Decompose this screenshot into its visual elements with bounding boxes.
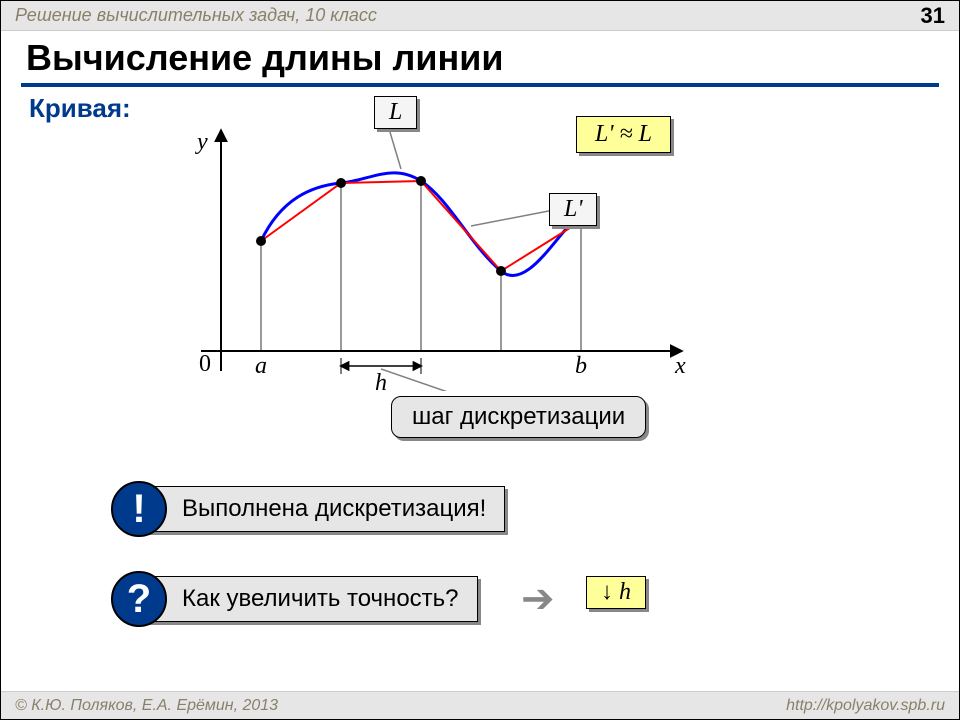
callout-step: шаг дискретизации (391, 396, 646, 438)
topbar: Решение вычислительных задач, 10 класс 3… (1, 1, 959, 31)
arrow-icon: ➔ (521, 576, 555, 622)
footer-right: http://kpolyakov.spb.ru (786, 697, 945, 715)
page-title: Вычисление длины линии (26, 37, 503, 79)
title-underline (21, 83, 939, 87)
svg-text:a: a (255, 353, 267, 379)
footer: © К.Ю. Поляков, Е.А. Ерёмин, 2013 http:/… (1, 691, 959, 719)
callout-step-text: шаг дискретизации (412, 403, 625, 430)
note-question: ? Как увеличить точность? (111, 571, 478, 627)
exclaim-badge: ! (111, 481, 167, 537)
svg-text:0: 0 (199, 351, 211, 377)
header-text: Решение вычислительных задач, 10 класс (15, 5, 377, 26)
subtitle: Кривая: (29, 93, 131, 124)
svg-text:h: h (375, 370, 387, 391)
svg-text:b: b (575, 353, 587, 379)
svg-text:x: x (674, 353, 686, 379)
exclaim-text: Выполнена дискретизация! (147, 486, 505, 532)
callout-Lapprox-text: L' ≈ L (595, 121, 652, 147)
question-text: Как увеличить точность? (147, 576, 478, 622)
footer-left: © К.Ю. Поляков, Е.А. Ерёмин, 2013 (15, 697, 278, 715)
page-number: 31 (921, 3, 945, 29)
note-exclaim: ! Выполнена дискретизация! (111, 481, 505, 537)
callout-L-prime: L' (549, 193, 597, 226)
callout-Lp-text: L' (564, 196, 582, 222)
answer-box: ↓ h (586, 576, 646, 609)
callout-L-text: L (389, 99, 402, 125)
answer-text: ↓ h (601, 579, 631, 605)
question-badge: ? (111, 571, 167, 627)
slide: Решение вычислительных задач, 10 класс 3… (0, 0, 960, 720)
callout-L-approx: L' ≈ L (576, 116, 671, 153)
svg-text:y: y (195, 129, 208, 155)
callout-L: L (374, 96, 417, 129)
